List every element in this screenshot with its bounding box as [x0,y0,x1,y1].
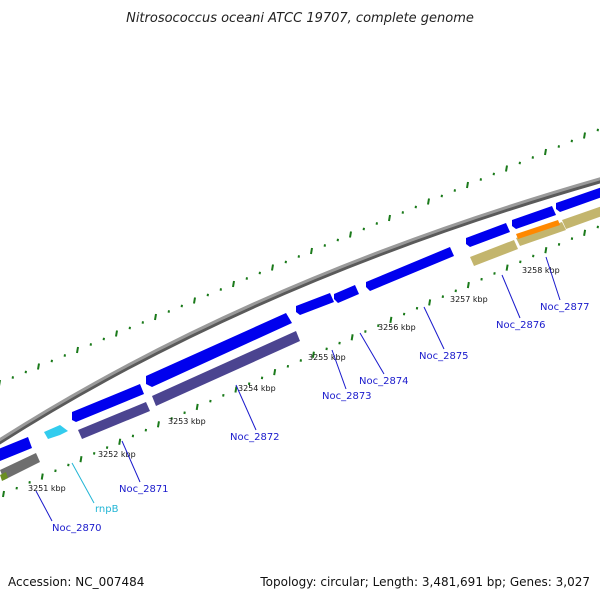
gene-label-noc-2872[interactable]: Noc_2872 [230,432,280,443]
cog-category-track [0,206,600,481]
gc-tick [310,247,313,255]
gene-label-noc-2876[interactable]: Noc_2876 [496,320,546,331]
gc-tick [234,386,238,393]
gc-tick [388,214,391,222]
gc-tick [232,280,235,288]
gc-tick [544,148,547,156]
gene-arrow-icon[interactable] [146,313,292,387]
gc-tick [389,316,393,324]
map-title: Nitrosococcus oceani ATCC 19707, complet… [126,11,474,26]
gc-tick [583,229,587,236]
gc-tick [583,132,586,139]
gc-tick [156,421,160,428]
label-leader-line [359,332,385,375]
label-leader-line [235,384,257,431]
genome-backbone [0,177,600,442]
label-leader-line [35,490,53,522]
scale-label: 3253 kbp [168,417,206,426]
gene-arrow-icon[interactable] [296,293,334,315]
label-leader-line [121,440,141,483]
gc-tick [544,247,548,254]
label-leader-line [423,306,445,350]
genome-summary-text: Topology: circular; Length: 3,481,691 bp… [259,575,590,589]
scale-ruler: 3251 kbp 3252 kbp 3253 kbp 3254 kbp 3255 kbp… [28,266,560,493]
scale-label: 3256 kbp [378,323,416,332]
gene-label-noc-2873[interactable]: Noc_2873 [322,391,372,402]
gene-label-noc-2874[interactable]: Noc_2874 [359,376,409,387]
gc-tick [79,456,83,463]
genome-backbone-shadow [0,178,600,445]
gc-tick [195,403,199,411]
gene-label-rnpb[interactable]: rnpB [95,504,119,515]
gene-arrow-icon[interactable] [512,206,556,229]
gc-tick [427,198,430,205]
gene-label-noc-2871[interactable]: Noc_2871 [119,484,169,495]
accession-text: Accession: NC_007484 [8,575,144,589]
gene-arrow-icon[interactable] [556,187,600,212]
scale-label: 3258 kbp [522,266,560,275]
gc-tick [154,313,157,321]
cog-box [0,453,40,480]
scale-label: 3252 kbp [98,450,136,459]
gc-tick [76,346,79,354]
scale-label: 3257 kbp [450,295,488,304]
scale-label: 3251 kbp [28,484,66,493]
gene-arrow-icon[interactable] [366,247,454,291]
gene-arrow-icon[interactable] [334,285,359,303]
gc-tick [349,231,352,238]
gc-tick [273,368,277,376]
gc-tick [428,299,432,306]
gc-tick [466,281,470,289]
cog-box [516,222,566,246]
gene-arrow-icon[interactable] [466,223,510,247]
gc-tick [37,363,40,370]
label-leader-line [545,256,561,301]
cog-box [562,206,600,229]
gc-tick [505,165,508,172]
cog-box [0,472,8,481]
gc-tick [466,181,469,189]
gc-tick [350,334,354,341]
gc-skew-inner-track [2,225,599,498]
gc-tick [40,473,44,480]
rna-arrow-icon[interactable] [44,425,68,439]
gene-label-noc-2870[interactable]: Noc_2870 [52,523,102,534]
gene-label-noc-2877[interactable]: Noc_2877 [540,302,590,313]
gc-tick [193,297,196,304]
gc-tick [118,438,122,445]
gene-arrow-icon[interactable] [0,437,32,461]
cog-box [152,331,300,406]
label-leader-line [71,462,95,504]
gc-tick [115,330,118,337]
gc-tick [311,351,315,358]
gc-skew-outer-track [0,128,599,387]
scale-label: 3254 kbp [238,384,276,393]
gc-tick [271,264,274,271]
label-leader-line [501,274,521,319]
gene-arrow-icon[interactable] [72,384,144,422]
gene-label-noc-2875[interactable]: Noc_2875 [419,351,469,362]
label-leader-line [331,349,347,390]
gc-tick [505,264,509,271]
cog-box [78,402,150,439]
cog-box [470,240,518,266]
scale-label: 3255 kbp [308,353,346,362]
gc-tick [2,490,5,498]
cog-box [516,220,560,239]
gene-features [0,187,600,461]
